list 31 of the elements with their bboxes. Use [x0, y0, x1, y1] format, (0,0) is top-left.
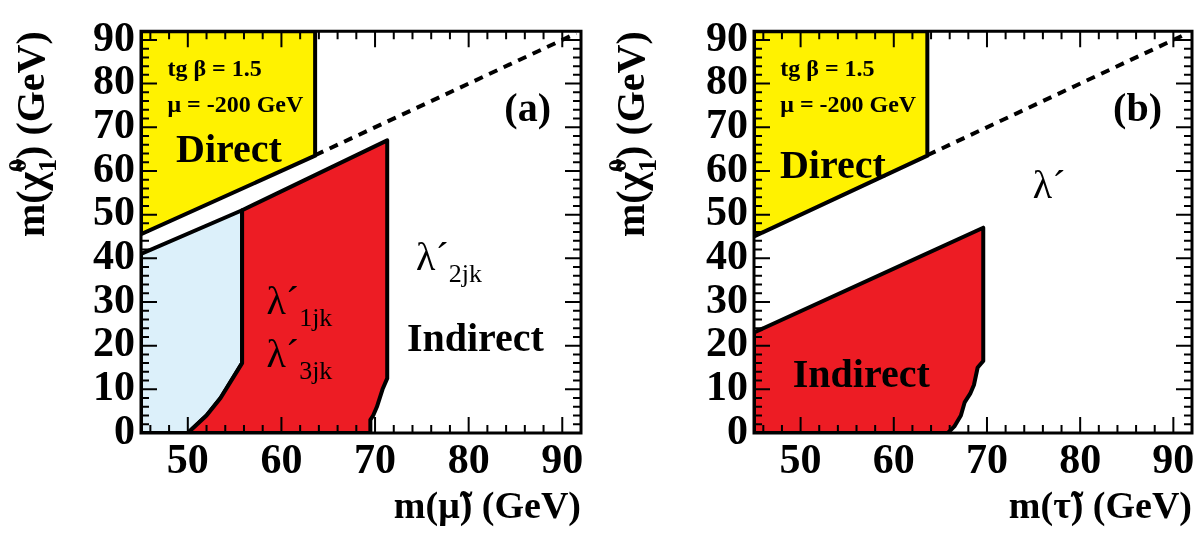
y-tick-label: 90: [706, 13, 748, 60]
annotation: tg β = 1.5: [780, 54, 875, 81]
x-tick-label: 50: [166, 436, 209, 483]
text: (a): [504, 85, 551, 131]
y-tick-label: 20: [706, 319, 748, 366]
annotation: Indirect: [406, 314, 545, 360]
annotation: λ´: [1032, 161, 1066, 207]
annotation: μ = -200 GeV: [167, 90, 304, 117]
x-axis-title: m(μ̃) (GeV): [393, 484, 582, 527]
x-tick-label: 90: [1152, 436, 1195, 483]
annotation: tg β = 1.5: [167, 54, 262, 81]
y-tick-label: 50: [93, 188, 135, 235]
x-tick-label: 60: [872, 436, 915, 483]
x-axis-title: m(τ̃) (GeV): [1008, 484, 1192, 527]
y-tick-label: 20: [93, 319, 135, 366]
y-tick-label: 80: [93, 57, 135, 104]
x-tick-label: 80: [1059, 436, 1102, 483]
y-tick-label: 80: [706, 57, 748, 104]
annotation: Indirect: [792, 350, 931, 396]
x-tick-label: 90: [541, 436, 584, 483]
x-tick-label: 70: [965, 436, 1008, 483]
x-tick-label: 70: [354, 436, 397, 483]
x-tick-label: 80: [447, 436, 490, 483]
annotation: Direct: [176, 125, 283, 171]
text: (b): [1113, 85, 1162, 131]
x-tick-label: 60: [260, 436, 303, 483]
annotation: μ = -200 GeV: [780, 90, 917, 117]
annotation: Direct: [779, 141, 887, 187]
x-tick-label: 50: [779, 436, 822, 483]
y-tick-label: 50: [706, 188, 748, 235]
y-tick-label: 90: [93, 13, 135, 60]
